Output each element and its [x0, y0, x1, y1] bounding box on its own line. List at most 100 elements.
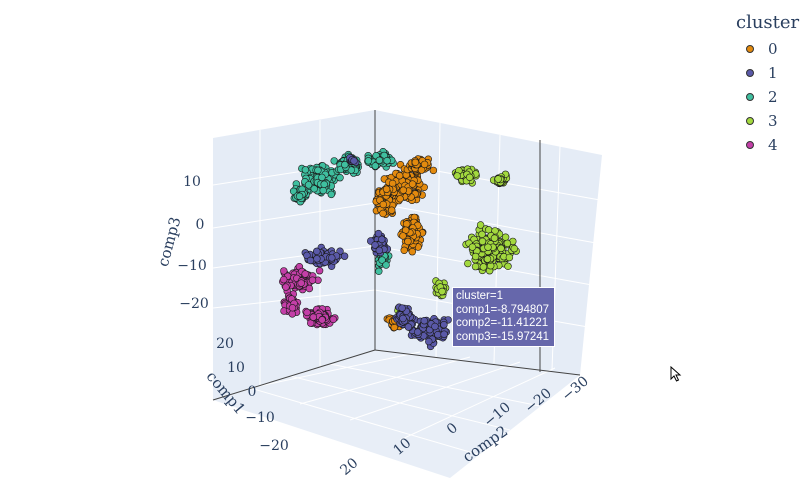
data-point-cluster-1[interactable] — [375, 246, 383, 255]
data-point-cluster-0[interactable] — [396, 195, 404, 203]
data-point-cluster-2[interactable] — [304, 181, 313, 189]
data-point-cluster-1[interactable] — [420, 317, 428, 325]
data-point-cluster-3[interactable] — [471, 252, 480, 261]
data-point-cluster-1[interactable] — [313, 255, 321, 263]
data-point-cluster-2[interactable] — [378, 256, 386, 264]
data-point-cluster-0[interactable] — [420, 160, 429, 169]
data-point-cluster-4[interactable] — [282, 283, 290, 291]
data-point-cluster-1[interactable] — [340, 252, 349, 260]
data-point-cluster-2[interactable] — [314, 166, 322, 175]
data-point-cluster-2[interactable] — [383, 157, 391, 165]
data-point-cluster-3[interactable] — [478, 237, 487, 246]
data-point-cluster-4[interactable] — [280, 267, 288, 275]
data-point-cluster-3[interactable] — [468, 243, 477, 251]
data-point-cluster-1[interactable] — [328, 254, 336, 262]
data-point-cluster-3[interactable] — [504, 262, 512, 270]
data-point-cluster-2[interactable] — [382, 261, 390, 269]
z-tick-label: 0 — [196, 217, 205, 233]
data-point-cluster-4[interactable] — [305, 284, 314, 293]
data-point-cluster-2[interactable] — [375, 156, 384, 165]
data-point-cluster-0[interactable] — [379, 209, 387, 218]
legend-item-4[interactable]: 4 — [732, 133, 798, 157]
data-point-cluster-3[interactable] — [464, 259, 472, 268]
data-point-cluster-0[interactable] — [388, 206, 396, 214]
data-point-cluster-2[interactable] — [341, 161, 349, 169]
data-point-cluster-3[interactable] — [501, 233, 510, 241]
data-point-cluster-3[interactable] — [490, 234, 499, 242]
data-point-cluster-3[interactable] — [466, 173, 474, 182]
data-point-cluster-2[interactable] — [301, 166, 310, 174]
data-point-cluster-2[interactable] — [319, 186, 327, 195]
data-point-cluster-2[interactable] — [327, 190, 335, 199]
data-point-cluster-4[interactable] — [315, 267, 324, 275]
data-point-cluster-1[interactable] — [306, 256, 315, 265]
data-point-cluster-1[interactable] — [440, 321, 448, 329]
data-point-cluster-1[interactable] — [398, 304, 406, 312]
points-layer[interactable] — [279, 148, 520, 351]
data-point-cluster-4[interactable] — [288, 304, 297, 312]
data-point-cluster-1[interactable] — [434, 331, 442, 339]
data-point-cluster-0[interactable] — [408, 248, 416, 256]
data-point-cluster-1[interactable] — [313, 247, 321, 256]
data-point-cluster-1[interactable] — [350, 157, 358, 165]
data-point-cluster-0[interactable] — [408, 180, 417, 188]
data-point-cluster-2[interactable] — [375, 267, 383, 275]
data-point-cluster-4[interactable] — [308, 276, 317, 284]
data-point-cluster-0[interactable] — [382, 185, 391, 193]
data-point-cluster-1[interactable] — [374, 229, 383, 238]
data-point-cluster-2[interactable] — [318, 173, 326, 182]
data-point-cluster-3[interactable] — [510, 244, 518, 253]
data-point-cluster-0[interactable] — [379, 200, 387, 209]
data-point-cluster-1[interactable] — [440, 330, 448, 338]
data-point-cluster-3[interactable] — [483, 255, 492, 263]
data-point-cluster-0[interactable] — [399, 232, 407, 240]
data-point-cluster-0[interactable] — [395, 172, 404, 180]
data-point-cluster-2[interactable] — [371, 162, 379, 170]
data-point-cluster-1[interactable] — [431, 322, 439, 331]
data-point-cluster-1[interactable] — [378, 235, 386, 244]
data-point-cluster-4[interactable] — [280, 275, 288, 284]
data-point-cluster-2[interactable] — [336, 174, 344, 182]
data-point-cluster-4[interactable] — [329, 315, 337, 324]
data-point-cluster-2[interactable] — [295, 192, 304, 201]
data-point-cluster-0[interactable] — [400, 246, 408, 255]
data-point-cluster-4[interactable] — [288, 310, 296, 318]
data-point-cluster-2[interactable] — [310, 185, 318, 193]
data-point-cluster-3[interactable] — [497, 244, 505, 253]
legend-item-0[interactable]: 0 — [732, 37, 798, 61]
data-point-cluster-2[interactable] — [364, 157, 373, 165]
data-point-cluster-4[interactable] — [297, 279, 305, 287]
data-point-cluster-1[interactable] — [371, 241, 379, 249]
data-point-cluster-3[interactable] — [484, 243, 492, 251]
data-point-cluster-3[interactable] — [503, 239, 512, 248]
data-point-cluster-1[interactable] — [414, 328, 422, 336]
data-point-cluster-1[interactable] — [303, 251, 311, 260]
data-point-cluster-3[interactable] — [438, 287, 446, 296]
data-point-cluster-3[interactable] — [478, 230, 486, 239]
data-point-cluster-3[interactable] — [494, 175, 502, 183]
data-point-cluster-3[interactable] — [505, 253, 514, 262]
data-point-cluster-0[interactable] — [417, 166, 426, 174]
data-point-cluster-3[interactable] — [471, 262, 480, 271]
data-point-cluster-0[interactable] — [403, 220, 411, 228]
data-point-cluster-3[interactable] — [453, 172, 461, 180]
data-point-cluster-0[interactable] — [404, 237, 412, 246]
data-point-cluster-4[interactable] — [309, 313, 317, 321]
legend-item-3[interactable]: 3 — [732, 109, 798, 133]
data-point-cluster-1[interactable] — [425, 337, 433, 346]
data-point-cluster-1[interactable] — [399, 314, 407, 323]
legend-item-2[interactable]: 2 — [732, 85, 798, 109]
data-point-cluster-4[interactable] — [303, 308, 311, 317]
legend-item-1[interactable]: 1 — [732, 61, 798, 85]
data-point-cluster-4[interactable] — [301, 270, 309, 278]
data-point-cluster-0[interactable] — [429, 166, 438, 175]
data-point-cluster-3[interactable] — [476, 221, 485, 229]
data-point-cluster-0[interactable] — [399, 186, 407, 194]
data-point-cluster-0[interactable] — [390, 323, 398, 332]
data-point-cluster-3[interactable] — [479, 263, 488, 271]
data-point-cluster-0[interactable] — [411, 158, 420, 167]
data-point-cluster-2[interactable] — [320, 180, 328, 189]
data-point-cluster-1[interactable] — [404, 323, 413, 331]
data-point-cluster-4[interactable] — [318, 316, 326, 324]
